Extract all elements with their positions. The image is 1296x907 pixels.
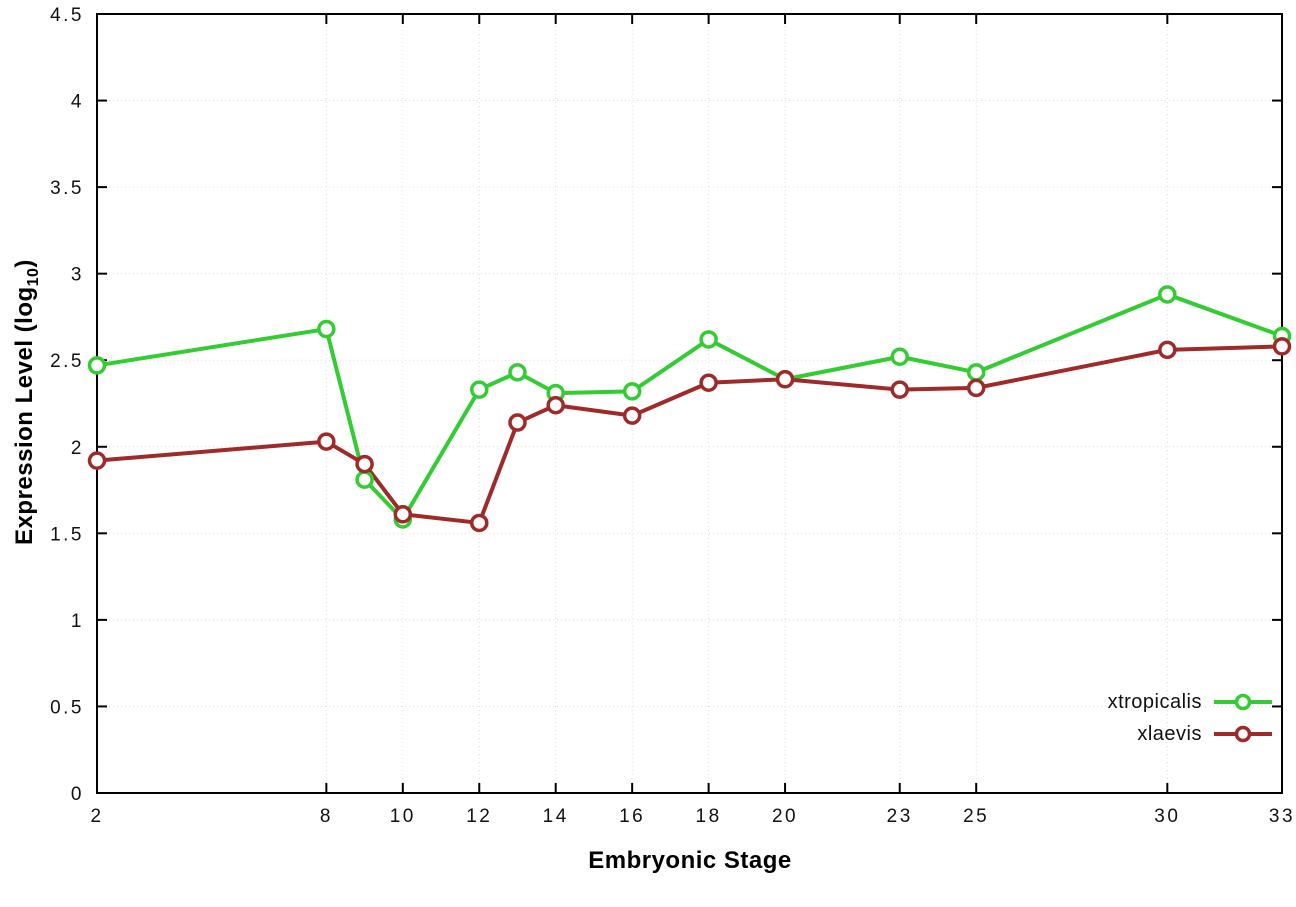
data-point-xlaevis bbox=[1272, 337, 1292, 356]
x-tick-label: 20 bbox=[772, 806, 798, 827]
data-point-xlaevis bbox=[393, 505, 413, 524]
y-tick-label: 0 bbox=[71, 784, 84, 805]
data-point-xtropicalis bbox=[508, 363, 527, 382]
y-tick-label: 3.5 bbox=[50, 178, 84, 199]
data-point-xtropicalis bbox=[317, 319, 336, 339]
series-line-xtropicalis bbox=[95, 292, 1284, 522]
legend-marker-icon bbox=[1234, 725, 1252, 743]
legend-item-xlaevis: xlaevis bbox=[1137, 719, 1274, 749]
data-point-xtropicalis bbox=[470, 380, 489, 399]
data-point-xlaevis bbox=[966, 378, 986, 398]
data-point-xlaevis bbox=[775, 370, 795, 389]
data-point-xtropicalis bbox=[890, 347, 909, 367]
legend: xtropicalis xlaevis bbox=[1108, 687, 1274, 749]
y-tick-label: 1.5 bbox=[50, 524, 84, 545]
data-point-xlaevis bbox=[1158, 340, 1177, 360]
legend-item-xtropicalis: xtropicalis bbox=[1108, 687, 1274, 717]
legend-marker-icon bbox=[1234, 693, 1252, 711]
y-tick-label: 4.5 bbox=[50, 5, 84, 26]
y-tick-label: 2 bbox=[71, 438, 84, 459]
x-tick-label: 18 bbox=[696, 806, 722, 827]
x-tick-label: 14 bbox=[543, 806, 569, 827]
data-point-xtropicalis bbox=[355, 470, 374, 489]
data-point-xtropicalis bbox=[966, 363, 986, 382]
data-point-xlaevis bbox=[470, 513, 489, 533]
legend-label-xlaevis: xlaevis bbox=[1137, 722, 1202, 745]
data-point-xtropicalis bbox=[699, 330, 718, 349]
data-point-xlaevis bbox=[890, 380, 909, 399]
data-point-xtropicalis bbox=[1158, 285, 1177, 304]
y-axis-title-text: Expression Level (log bbox=[11, 286, 39, 545]
y-axis-title-subscript: 10 bbox=[24, 267, 42, 287]
x-tick-label: 2 bbox=[90, 806, 103, 827]
series-line-xlaevis bbox=[95, 344, 1284, 525]
x-tick-label: 30 bbox=[1154, 806, 1180, 827]
y-axis-title-close: ) bbox=[11, 259, 39, 268]
data-point-xlaevis bbox=[699, 373, 718, 392]
y-tick-label: 1 bbox=[71, 611, 84, 632]
y-tick-label: 0.5 bbox=[50, 697, 84, 718]
x-tick-label: 16 bbox=[619, 806, 645, 827]
legend-sample-xlaevis-icon bbox=[1214, 725, 1272, 743]
x-tick-label: 10 bbox=[390, 806, 416, 827]
data-point-xlaevis bbox=[546, 395, 565, 415]
y-axis-title: Expression Level (log10) bbox=[11, 259, 43, 545]
y-tick-label: 2.5 bbox=[50, 351, 84, 372]
data-point-xtropicalis bbox=[622, 382, 642, 401]
data-point-xlaevis bbox=[622, 406, 642, 425]
x-tick-label: 23 bbox=[887, 806, 913, 827]
legend-sample-xtropicalis-icon bbox=[1214, 693, 1272, 711]
x-tick-label: 33 bbox=[1269, 806, 1295, 827]
x-tick-label: 8 bbox=[320, 806, 333, 827]
x-axis-title: Embryonic Stage bbox=[588, 847, 792, 874]
y-tick-label: 4 bbox=[71, 92, 84, 113]
legend-label-xtropicalis: xtropicalis bbox=[1107, 690, 1202, 713]
data-point-xlaevis bbox=[317, 432, 336, 451]
data-point-xlaevis bbox=[87, 451, 107, 470]
x-tick-label: 12 bbox=[466, 806, 492, 827]
x-tick-label: 25 bbox=[963, 806, 989, 827]
data-point-xtropicalis bbox=[87, 356, 107, 375]
data-point-xlaevis bbox=[508, 413, 527, 432]
y-tick-label: 3 bbox=[71, 265, 84, 286]
data-point-xlaevis bbox=[355, 454, 374, 474]
